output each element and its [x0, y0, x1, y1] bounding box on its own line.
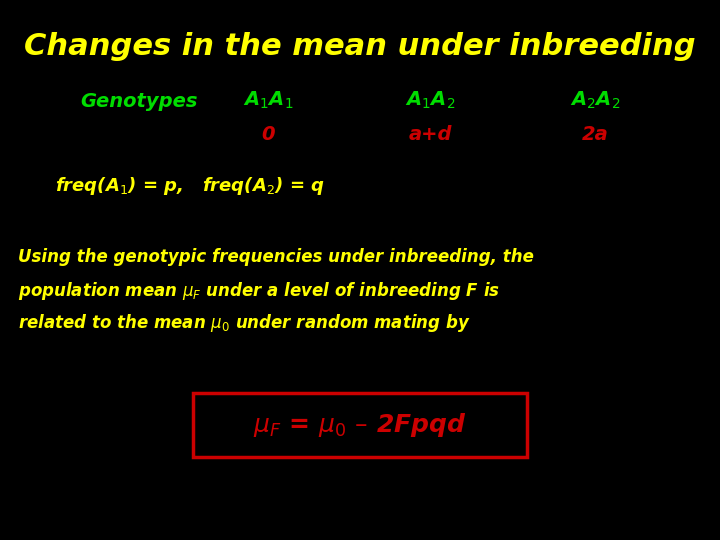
- Text: Using the genotypic frequencies under inbreeding, the: Using the genotypic frequencies under in…: [18, 248, 534, 266]
- Text: 0: 0: [261, 125, 275, 144]
- Text: a+d: a+d: [408, 125, 451, 144]
- Text: population mean $\mu_F$ under a level of inbreeding F is: population mean $\mu_F$ under a level of…: [18, 280, 500, 302]
- Text: A$_2$A$_2$: A$_2$A$_2$: [570, 90, 620, 111]
- Text: Changes in the mean under inbreeding: Changes in the mean under inbreeding: [24, 32, 696, 61]
- Text: A$_1$A$_2$: A$_1$A$_2$: [405, 90, 455, 111]
- Text: related to the mean $\mu_0$ under random mating by: related to the mean $\mu_0$ under random…: [18, 312, 471, 334]
- Text: 2a: 2a: [582, 125, 608, 144]
- Text: Genotypes: Genotypes: [80, 92, 197, 111]
- Text: A$_1$A$_1$: A$_1$A$_1$: [243, 90, 293, 111]
- Text: freq(A$_1$) = p,   freq(A$_2$) = q: freq(A$_1$) = p, freq(A$_2$) = q: [55, 175, 325, 197]
- FancyBboxPatch shape: [193, 393, 527, 457]
- Text: $\mu_F$ = $\mu_0$ – 2Fpqd: $\mu_F$ = $\mu_0$ – 2Fpqd: [253, 411, 467, 439]
